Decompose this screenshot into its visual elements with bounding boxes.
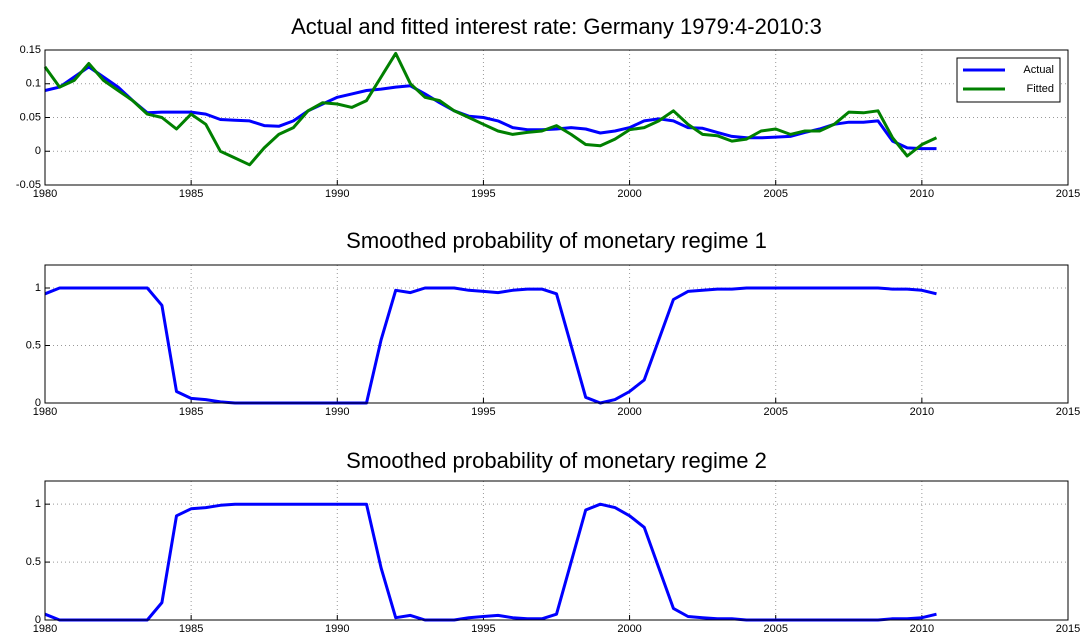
x-tick-label: 2010 xyxy=(910,623,934,635)
x-tick-label: 1985 xyxy=(179,623,203,635)
x-tick-label: 1995 xyxy=(471,188,495,200)
x-tick-label: 2015 xyxy=(1056,623,1080,635)
data-line xyxy=(43,51,938,167)
x-tick-label: 1980 xyxy=(33,623,57,635)
y-tick-label: 1 xyxy=(35,282,41,294)
x-tick-label: 2015 xyxy=(1056,188,1080,200)
chart-title: Smoothed probability of monetary regime … xyxy=(346,228,767,253)
x-tick-label: 1990 xyxy=(325,623,349,635)
x-tick-label: 2000 xyxy=(617,188,641,200)
x-tick-label: 2010 xyxy=(910,406,934,418)
axes-frame xyxy=(44,49,1069,186)
x-tick-label: 1980 xyxy=(33,188,57,200)
axes-frame xyxy=(44,480,1069,621)
legend-label: Actual xyxy=(1023,64,1054,76)
x-tick-label: 1995 xyxy=(471,406,495,418)
y-tick-label: 0.1 xyxy=(26,78,41,90)
x-tick-label: 1980 xyxy=(33,406,57,418)
chart-title: Smoothed probability of monetary regime … xyxy=(346,448,767,473)
y-tick-label: 0.05 xyxy=(20,111,41,123)
x-tick-label: 1985 xyxy=(179,406,203,418)
y-tick-label: 1 xyxy=(35,498,41,510)
x-tick-label: 2000 xyxy=(617,623,641,635)
y-tick-label: -0.05 xyxy=(16,179,41,191)
legend-label: Fitted xyxy=(1026,83,1054,95)
legend: Actual Fitted xyxy=(956,57,1061,103)
y-tick-label: 0.5 xyxy=(26,339,41,351)
y-tick-label: 0 xyxy=(35,614,41,626)
chart-title: Actual and fitted interest rate: Germany… xyxy=(291,14,822,39)
x-tick-label: 1985 xyxy=(179,188,203,200)
y-tick-label: 0.15 xyxy=(20,44,41,56)
data-line xyxy=(44,65,937,151)
plot-area xyxy=(45,265,1068,403)
x-tick-label: 2005 xyxy=(763,188,787,200)
x-tick-label: 2015 xyxy=(1056,406,1080,418)
y-tick-label: 0 xyxy=(35,145,41,157)
y-tick-label: 0 xyxy=(35,397,41,409)
x-tick-label: 1995 xyxy=(471,623,495,635)
x-tick-label: 2010 xyxy=(910,188,934,200)
data-line xyxy=(44,286,937,405)
x-tick-label: 2005 xyxy=(763,623,787,635)
axes-frame xyxy=(44,264,1069,404)
legend-box xyxy=(956,57,1061,103)
y-tick-label: 0.5 xyxy=(26,556,41,568)
x-tick-label: 2005 xyxy=(763,406,787,418)
x-tick-label: 2000 xyxy=(617,406,641,418)
x-tick-label: 1990 xyxy=(325,406,349,418)
x-tick-label: 1990 xyxy=(325,188,349,200)
plot-area xyxy=(45,481,1068,620)
